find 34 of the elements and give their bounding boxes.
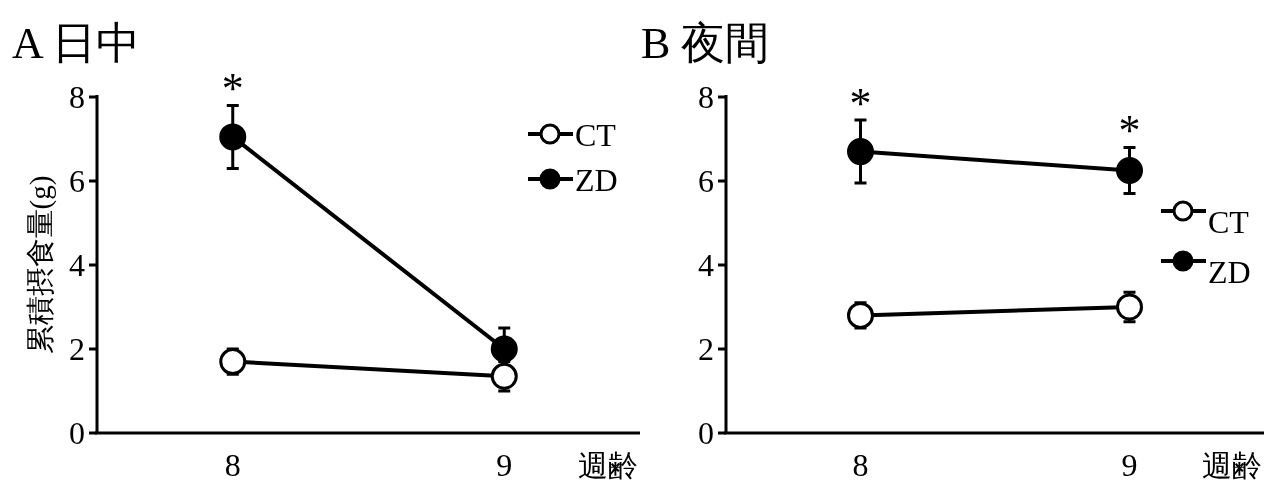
y-tick-label: 6 — [698, 163, 714, 199]
point — [219, 123, 247, 151]
y-tick-label: 2 — [698, 331, 714, 367]
point — [847, 301, 874, 329]
y-tick-label: 8 — [69, 79, 85, 115]
y-tick-label: 2 — [69, 331, 85, 367]
legend-label: CT — [1208, 204, 1250, 240]
point — [847, 138, 874, 166]
y-tick-label: 4 — [69, 247, 85, 283]
y-tick-label: 8 — [698, 79, 714, 115]
legend-label: ZD — [575, 162, 618, 198]
point — [490, 335, 518, 363]
point — [490, 362, 518, 390]
y-tick-label: 6 — [69, 163, 85, 199]
annotation: * — [1118, 106, 1141, 156]
annotation: * — [221, 64, 244, 114]
y-tick-label: 0 — [698, 415, 714, 451]
y-tick-label: 0 — [69, 415, 85, 451]
annotation: * — [849, 79, 872, 129]
legend-label: CT — [575, 117, 617, 153]
y-axis-title: 累積摂食量(g) — [24, 175, 57, 355]
point — [219, 348, 247, 376]
x-axis-title: 週齢 — [578, 449, 638, 482]
point — [1116, 293, 1143, 321]
legend-label: ZD — [1208, 254, 1251, 290]
x-axis-title: 週齢 — [1202, 449, 1262, 482]
x-tick-label: 9 — [496, 447, 513, 483]
y-tick-label: 4 — [698, 247, 714, 283]
chart-title: A 日中 — [12, 19, 141, 68]
chart-title: B 夜間 — [641, 19, 770, 68]
x-tick-label: 8 — [224, 447, 241, 483]
x-tick-label: 8 — [852, 447, 869, 483]
point — [1116, 157, 1143, 184]
x-tick-label: 9 — [1121, 447, 1138, 483]
